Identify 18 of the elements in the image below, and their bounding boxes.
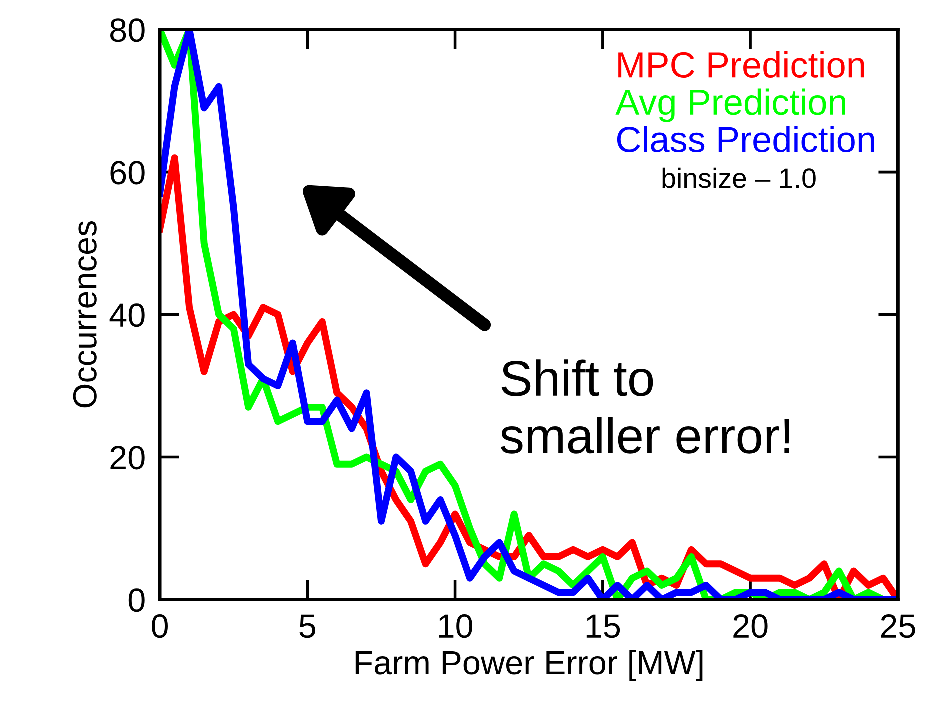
x-tick-label: 25 bbox=[881, 614, 916, 638]
y-tick-label: 40 bbox=[110, 304, 145, 328]
x-tick-label: 20 bbox=[734, 614, 768, 638]
y-axis-title: Occurrences bbox=[73, 222, 97, 408]
text: Avg Prediction bbox=[616, 88, 846, 122]
annotation: binsize – 1.0 bbox=[662, 168, 816, 188]
annotation: Shift to smaller error! bbox=[500, 360, 790, 454]
y-tick-label: 80 bbox=[110, 18, 145, 42]
x-tick-label: 5 bbox=[300, 614, 316, 638]
x-tick-label: 15 bbox=[586, 614, 620, 638]
x-tick-label: 10 bbox=[439, 614, 473, 638]
y-tick-label: 0 bbox=[128, 588, 145, 612]
text: MPC Prediction bbox=[618, 51, 864, 78]
text: Class Prediction bbox=[617, 126, 874, 153]
y-tick-label: 20 bbox=[110, 446, 145, 470]
y-tick-label: 60 bbox=[110, 161, 145, 185]
x-tick-label: 0 bbox=[152, 614, 168, 638]
x-axis-title: Farm Power Error [MW] bbox=[356, 650, 703, 682]
